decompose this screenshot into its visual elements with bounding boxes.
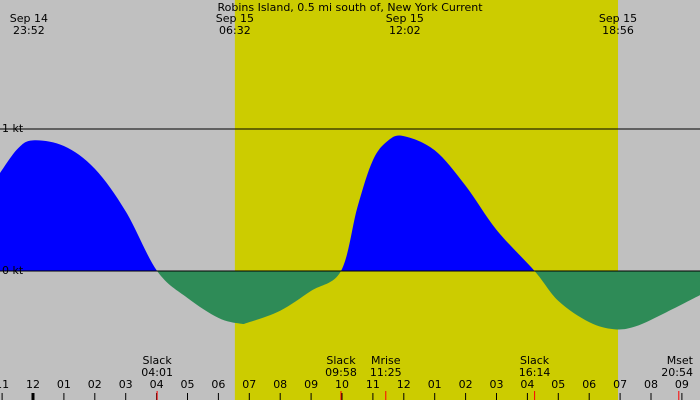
time-label-date: Sep 15 <box>386 12 424 25</box>
event-time: 20:54 <box>661 366 693 379</box>
x-tick-label: 07 <box>242 378 256 391</box>
event-label: Mrise <box>371 354 401 367</box>
x-tick-label: 02 <box>88 378 102 391</box>
x-tick-label: 04 <box>520 378 534 391</box>
x-tick-label: 06 <box>211 378 225 391</box>
x-tick-label: 11 <box>0 378 9 391</box>
x-tick-label: 05 <box>180 378 194 391</box>
x-tick-label: 07 <box>613 378 627 391</box>
x-tick-label: 06 <box>582 378 596 391</box>
time-label-time: 06:32 <box>219 24 251 37</box>
x-tick-label: 12 <box>397 378 411 391</box>
x-tick-label: 08 <box>273 378 287 391</box>
event-label: Slack <box>326 354 356 367</box>
x-tick-label: 10 <box>335 378 349 391</box>
time-label-date: Sep 15 <box>216 12 254 25</box>
event-label: Slack <box>520 354 550 367</box>
x-tick-label: 01 <box>428 378 442 391</box>
event-time: 04:01 <box>141 366 173 379</box>
current-area <box>0 135 700 330</box>
time-label-date: Sep 14 <box>10 12 48 25</box>
x-tick-label: 02 <box>459 378 473 391</box>
time-label-time: 12:02 <box>389 24 421 37</box>
x-tick-label: 08 <box>644 378 658 391</box>
time-label-time: 23:52 <box>13 24 45 37</box>
time-label-time: 18:56 <box>602 24 634 37</box>
x-tick-label: 03 <box>119 378 133 391</box>
event-time: 11:25 <box>370 366 402 379</box>
y-tick-label: 0 kt <box>2 264 24 277</box>
x-tick-label: 01 <box>57 378 71 391</box>
x-tick-label: 11 <box>366 378 380 391</box>
x-tick-label: 09 <box>675 378 689 391</box>
event-label: Mset <box>667 354 694 367</box>
x-tick-label: 04 <box>150 378 164 391</box>
x-tick-label: 09 <box>304 378 318 391</box>
chart-title: Robins Island, 0.5 mi south of, New York… <box>217 1 483 14</box>
event-time: 16:14 <box>519 366 551 379</box>
x-tick-label: 12 <box>26 378 40 391</box>
time-label-date: Sep 15 <box>599 12 637 25</box>
event-time: 09:58 <box>325 366 357 379</box>
y-tick-label: 1 kt <box>2 122 24 135</box>
x-tick-label: 05 <box>551 378 565 391</box>
event-label: Slack <box>143 354 173 367</box>
x-tick-label: 03 <box>489 378 503 391</box>
